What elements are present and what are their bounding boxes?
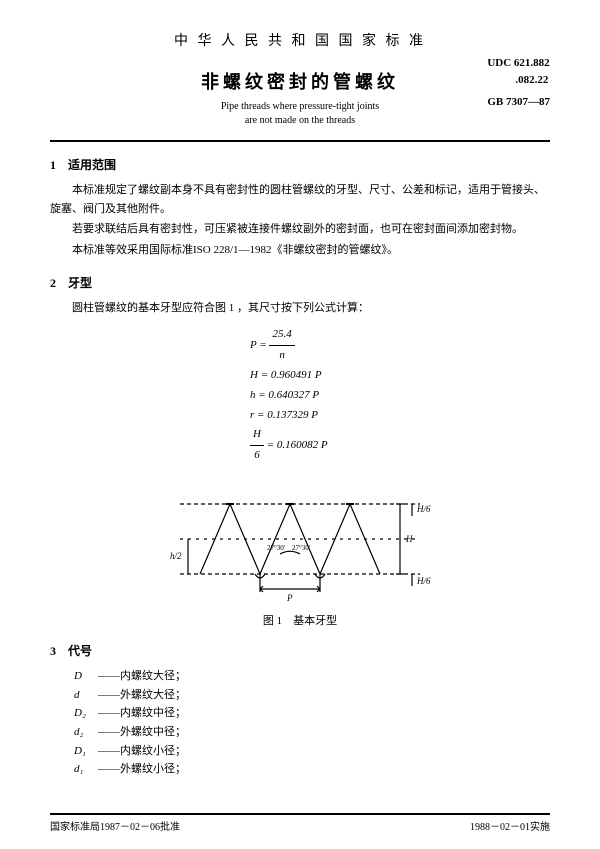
title-en-line2: are not made on the threads <box>50 114 550 128</box>
section1-head: 1 适用范围 <box>50 156 550 173</box>
sym-d2: d₂——外螺纹中径； <box>74 723 550 742</box>
sym-D1: D₁——内螺纹小径； <box>74 742 550 761</box>
label-H6a: H/6 <box>416 504 431 514</box>
header-codes: UDC 621.882 .082.22 GB 7307—87 <box>487 55 550 111</box>
sec1-p3: 本标准等效采用国际标准ISO 228/1—1982《非螺纹密封的管螺纹》。 <box>50 241 550 260</box>
formula-block: P = 25.4n H = 0.960491 P h = 0.640327 P … <box>250 325 550 466</box>
section3-head: 3 代号 <box>50 642 550 659</box>
gb-code: GB 7307—87 <box>487 94 550 111</box>
angle-right: 27°30′ <box>292 544 311 552</box>
formula-P: P = 25.4n <box>250 325 550 366</box>
formula-H: H = 0.960491 P <box>250 366 550 386</box>
formula-h: h = 0.640327 P <box>250 386 550 406</box>
footer-right: 1988－02－01实施 <box>470 818 550 833</box>
label-P: P <box>286 593 293 603</box>
sym-D: D——内螺纹大径； <box>74 667 550 686</box>
formula-Hover6: H6 = 0.160082 P <box>250 425 550 466</box>
label-H6b: H/6 <box>416 576 431 586</box>
label-h2: h/2 <box>170 551 182 561</box>
title-chinese: 非螺纹密封的管螺纹 <box>50 68 550 94</box>
title-english: Pipe threads where pressure-tight joints… <box>50 100 550 128</box>
sym-D2: D₂——内螺纹中径； <box>74 704 550 723</box>
title-en-line1: Pipe threads where pressure-tight joints <box>50 100 550 114</box>
footer: 国家标准局1987－02－06批准 1988－02－01实施 <box>50 813 550 833</box>
figure1-caption: 图 1 基本牙型 <box>50 612 550 628</box>
sym-d: d——外螺纹大径； <box>74 686 550 705</box>
sym-d1: d₁——外螺纹小径； <box>74 760 550 779</box>
header-country: 中 华 人 民 共 和 国 国 家 标 准 <box>50 30 550 50</box>
sec1-p2: 若要求联结后具有密封性，可压紧被连接件螺纹副外的密封面，也可在密封面间添加密封物… <box>50 220 550 239</box>
label-H: H <box>405 534 413 544</box>
sec2-p1: 圆柱管螺纹的基本牙型应符合图 1 ，其尺寸按下列公式计算： <box>50 299 550 318</box>
sec1-p1: 本标准规定了螺纹副本身不具有密封性的圆柱管螺纹的牙型、尺寸、公差和标记，适用于管… <box>50 181 550 218</box>
section2-head: 2 牙型 <box>50 274 550 291</box>
udc-line2: .082.22 <box>487 72 550 89</box>
udc-line1: UDC 621.882 <box>487 55 550 72</box>
symbol-list: D——内螺纹大径； d——外螺纹大径； D₂——内螺纹中径； d₂——外螺纹中径… <box>74 667 550 779</box>
divider-top <box>50 140 550 142</box>
footer-left: 国家标准局1987－02－06批准 <box>50 818 180 833</box>
formula-r: r = 0.137329 P <box>250 406 550 426</box>
angle-left: 27°30′ <box>267 544 286 552</box>
figure-1: P H H/6 H/6 h/2 27°30′ 27°30′ <box>50 474 550 604</box>
